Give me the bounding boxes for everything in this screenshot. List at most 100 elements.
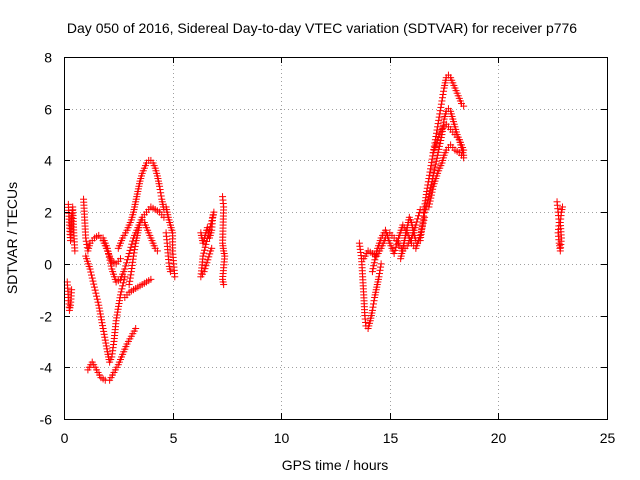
data-point (370, 297, 378, 305)
data-point (413, 218, 421, 226)
data-point (203, 237, 211, 245)
data-point (392, 243, 400, 251)
data-point (118, 285, 126, 293)
grid-lines (64, 57, 607, 419)
data-point (372, 250, 380, 258)
data-point (428, 188, 436, 196)
data-point (93, 292, 101, 300)
data-point (206, 223, 214, 231)
data-point (103, 345, 111, 353)
data-point (103, 244, 111, 252)
data-point (96, 310, 104, 318)
data-point (95, 304, 103, 312)
data-point (390, 250, 398, 258)
data-point (121, 265, 129, 273)
data-point (126, 277, 134, 285)
data-point (377, 260, 385, 268)
y-tick-label: -2 (40, 309, 53, 325)
y-tick-label: 8 (44, 50, 52, 66)
data-point (369, 303, 377, 311)
data-point (434, 151, 442, 159)
data-point (208, 214, 216, 222)
data-point (370, 300, 378, 308)
data-point (427, 165, 435, 173)
x-tick-label: 0 (61, 430, 69, 446)
x-tick-label: 20 (491, 430, 507, 446)
data-point (166, 268, 174, 276)
data-point (127, 271, 135, 279)
data-point (122, 262, 130, 270)
data-point (131, 246, 139, 254)
data-point (90, 283, 98, 291)
data-point (429, 152, 437, 160)
data-point (68, 286, 76, 294)
data-point (368, 306, 376, 314)
y-tick-label: 0 (44, 257, 52, 273)
data-point (370, 262, 378, 270)
x-tick-label: 15 (383, 430, 399, 446)
data-point (102, 342, 110, 350)
data-point (208, 244, 216, 252)
data-point (433, 154, 441, 162)
data-point (435, 113, 443, 121)
data-point (207, 220, 215, 228)
data-point (426, 168, 434, 176)
data-point (394, 237, 402, 245)
data-point (107, 262, 115, 270)
data-point (202, 262, 210, 270)
data-point (116, 291, 124, 299)
data-point (205, 229, 213, 237)
data-point (200, 246, 208, 254)
y-tick-label: 6 (44, 102, 52, 118)
data-point (438, 94, 446, 102)
y-tick-label: 4 (44, 153, 52, 169)
data-point (171, 273, 179, 281)
data-point (124, 253, 132, 261)
data-point (95, 301, 103, 309)
data-point (435, 116, 443, 124)
data-point (157, 192, 165, 200)
data-point (436, 107, 444, 115)
plot-frame (64, 57, 608, 420)
data-point (437, 103, 445, 111)
data-point (201, 243, 209, 251)
data-point (101, 333, 109, 341)
data-point (421, 208, 429, 216)
data-point (425, 171, 433, 179)
data-point (105, 250, 113, 258)
y-tick-label: 2 (44, 205, 52, 221)
data-point (438, 97, 446, 105)
data-point (105, 253, 113, 261)
data-point (117, 288, 125, 296)
data-point (132, 325, 140, 332)
data-point (130, 249, 138, 257)
x-tick-label: 5 (170, 430, 178, 446)
data-point (94, 298, 102, 306)
data-point (101, 336, 109, 344)
data-point (107, 259, 115, 267)
data-point (432, 129, 440, 137)
data-point (89, 277, 97, 285)
data-point (82, 234, 90, 242)
data-point (391, 246, 399, 254)
data-point (375, 273, 383, 281)
data-point (369, 265, 377, 273)
data-point (119, 279, 127, 287)
x-tick-label: 10 (274, 430, 290, 446)
data-point (123, 256, 131, 264)
data-point (92, 289, 100, 297)
data-point (427, 162, 435, 170)
data-point (202, 240, 210, 248)
data-point (116, 255, 124, 263)
chart-title: Day 050 of 2016, Sidereal Day-to-day VTE… (67, 20, 577, 36)
data-point (370, 259, 378, 267)
data-point (428, 155, 436, 163)
data-point (126, 274, 134, 282)
data-point (106, 256, 114, 264)
data-point (372, 253, 380, 261)
data-point (82, 237, 90, 245)
data-point (210, 208, 218, 216)
data-point (87, 268, 95, 276)
data-point (200, 249, 208, 257)
